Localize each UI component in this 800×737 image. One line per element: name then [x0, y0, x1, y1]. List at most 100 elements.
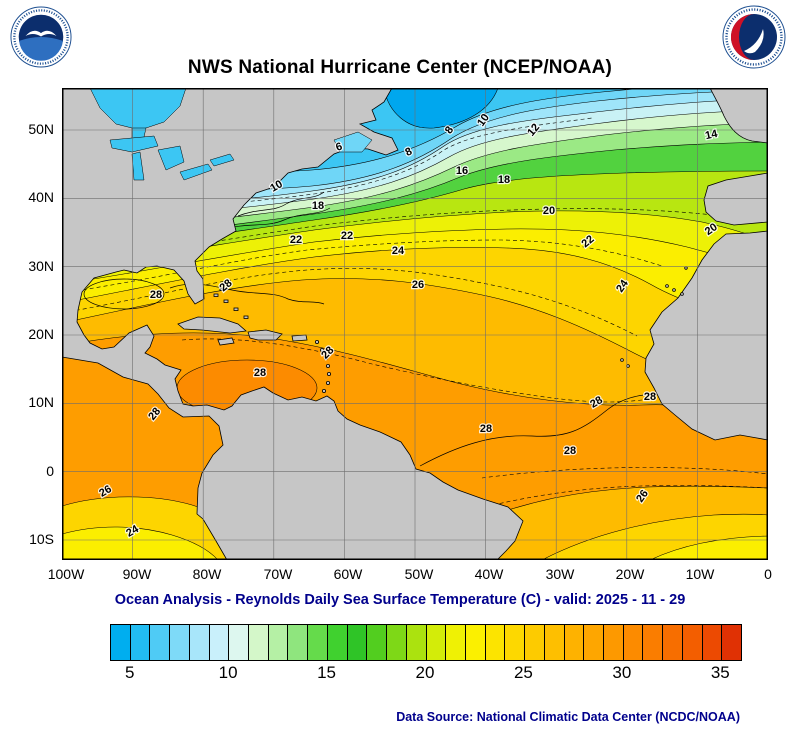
lon-tick-label: 0	[764, 566, 772, 582]
canary-and-cape-verde-islands	[620, 266, 688, 368]
contour-label: 14	[704, 128, 719, 142]
colorbar-tick-labels: 5 10 15 20 25 30 35	[110, 663, 740, 687]
puerto-rico	[291, 334, 308, 342]
lon-tick-label: 100W	[47, 566, 85, 582]
lon-tick-label: 80W	[192, 566, 222, 582]
great-lakes	[109, 135, 235, 181]
colorbar-segment	[367, 625, 388, 660]
data-source: Data Source: National Climatic Data Cent…	[396, 710, 740, 724]
noaa-logo-ring-text	[13, 9, 69, 65]
colorbar-segment	[347, 625, 368, 660]
lesser-antilles	[314, 339, 331, 393]
colorbar-segment	[189, 625, 210, 660]
colorbar-segment	[663, 625, 683, 660]
contour-label: 26	[412, 279, 424, 291]
noaa-logo	[10, 6, 72, 68]
colorbar-segment	[130, 625, 151, 660]
contour-label: 22	[290, 234, 302, 246]
nws-logo-ring-text	[725, 8, 783, 66]
nws-logo-red-crescent	[731, 14, 754, 60]
contour-label: 18	[312, 200, 324, 212]
lat-tick-label: 40N	[28, 189, 54, 205]
colorbar-segment	[603, 625, 624, 660]
contour-label: 20	[543, 205, 555, 217]
jamaica	[217, 337, 235, 346]
colorbar-segment	[387, 625, 407, 660]
labrador-cold-patch	[383, 88, 499, 129]
lon-tick-label: 10W	[685, 566, 715, 582]
colorbar-segment	[209, 625, 230, 660]
lon-tick-label: 50W	[404, 566, 434, 582]
colorbar-segment	[426, 625, 447, 660]
colorbar-segment	[150, 625, 171, 660]
hudson-bay	[89, 88, 187, 131]
contour-label: 28	[480, 423, 492, 435]
colorbar-segment	[505, 625, 526, 660]
nws-logo-disc	[731, 14, 777, 60]
page-title: NWS National Hurricane Center (NCEP/NOAA…	[187, 57, 613, 78]
lat-tick-label: 10N	[28, 394, 54, 410]
colorbar-segment	[525, 625, 545, 660]
lon-tick-label: 60W	[333, 566, 363, 582]
iberia	[703, 172, 768, 226]
lon-tick-label: 70W	[263, 566, 293, 582]
lat-tick-label: 20N	[28, 326, 54, 342]
gulf-28-contour	[83, 278, 165, 310]
contour-label: 16	[456, 165, 468, 177]
lat-tick-label: 30N	[28, 258, 54, 274]
colorbar-segment	[170, 625, 190, 660]
lon-tick-label: 20W	[615, 566, 645, 582]
gulf-of-st-lawrence	[333, 131, 373, 153]
colorbar-segment	[406, 625, 427, 660]
colorbar-segment	[327, 625, 348, 660]
north-and-south-america	[62, 88, 524, 560]
colorbar-tick-label: 5	[124, 663, 135, 682]
lon-tick-label: 30W	[545, 566, 575, 582]
nws-swoosh-icon	[744, 29, 764, 54]
colorbar-tick-label: 10	[218, 663, 238, 682]
sst-map-area: 6 8 8 10 10 12 14 16 18 18 20 20 22 22 22 24 24 26 26 28 28 2…	[62, 88, 768, 560]
landmasses	[62, 88, 768, 560]
britain-france	[709, 88, 768, 144]
colorbar-segment	[249, 625, 269, 660]
colorbar-segment	[584, 625, 604, 660]
colorbar-segment	[485, 625, 506, 660]
colorbar-tick-label: 25	[513, 663, 533, 682]
grid-lines	[62, 88, 768, 560]
colorbar-tick-label: 20	[415, 663, 435, 682]
analysis-caption: Ocean Analysis - Reynolds Daily Sea Surf…	[114, 592, 686, 608]
contour-label: 6	[334, 140, 344, 153]
colorbar-segment	[722, 625, 741, 660]
colorbar-tick-label: 35	[710, 663, 730, 682]
colorbar-segment	[288, 625, 309, 660]
colorbar-segment	[702, 625, 723, 660]
bahamas	[213, 287, 249, 319]
contour-label: 18	[498, 174, 510, 186]
lon-tick-label: 90W	[122, 566, 152, 582]
lon-tick-label: 40W	[474, 566, 504, 582]
africa	[644, 230, 768, 441]
colorbar-segment	[564, 625, 585, 660]
colorbar-segment	[544, 625, 565, 660]
lat-tick-label: 50N	[28, 121, 54, 137]
contour-label: 28	[150, 289, 162, 301]
colorbar-segment	[623, 625, 644, 660]
cuba	[177, 316, 247, 334]
colorbar-tick-label: 15	[317, 663, 337, 682]
colorbar-segment	[229, 625, 250, 660]
colorbar-segment	[465, 625, 486, 660]
colorbar-segment	[643, 625, 664, 660]
contour-label: 28	[564, 445, 576, 457]
colorbar-segment	[446, 625, 466, 660]
contour-label: 24	[392, 245, 405, 257]
colorbar-segment	[111, 625, 131, 660]
colorbar-tick-label: 30	[612, 663, 632, 682]
noaa-gull-icon	[25, 30, 57, 37]
lat-tick-label: 10S	[29, 531, 54, 547]
lat-tick-label: 0	[46, 463, 54, 479]
noaa-logo-sea	[19, 37, 63, 61]
nws-logo	[722, 5, 786, 69]
map-border	[62, 88, 768, 560]
